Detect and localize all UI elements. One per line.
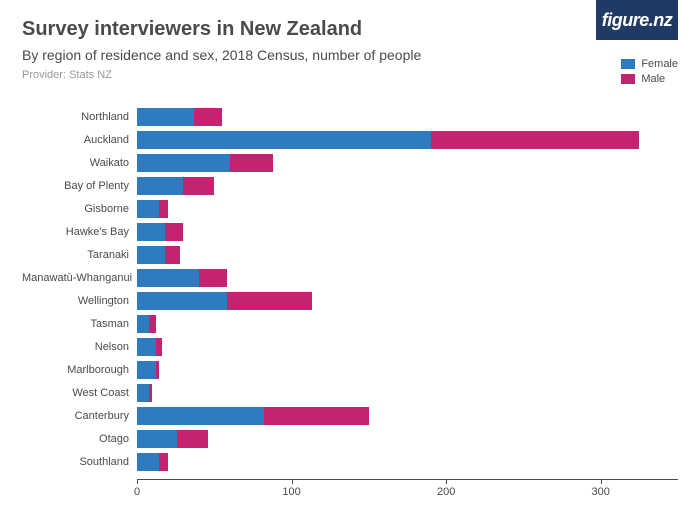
legend-swatch-male [621, 74, 635, 84]
category-label: Waikato [22, 157, 137, 169]
category-label: Auckland [22, 134, 137, 146]
bar-row: Auckland [137, 131, 678, 149]
bar-row: Gisborne [137, 200, 678, 218]
bar-row: Otago [137, 430, 678, 448]
bar-segment-female [137, 131, 431, 149]
bar-row: Manawatū-Whanganui [137, 269, 678, 287]
bar-segment-male [149, 315, 155, 333]
legend-label-female: Female [641, 58, 678, 70]
bar-row: Northland [137, 108, 678, 126]
legend-label-male: Male [641, 73, 665, 85]
bar-segment-male [165, 246, 180, 264]
bar-segment-female [137, 338, 156, 356]
category-label: Canterbury [22, 410, 137, 422]
x-axis-tick-label: 100 [282, 486, 300, 498]
legend-item-female: Female [621, 58, 678, 70]
bar-row: Southland [137, 453, 678, 471]
bar-segment-female [137, 361, 156, 379]
x-axis-line [137, 479, 678, 480]
category-label: Hawke's Bay [22, 226, 137, 238]
bar-segment-male [183, 177, 214, 195]
category-label: Bay of Plenty [22, 180, 137, 192]
x-axis-tick [446, 479, 447, 484]
bar-segment-male [149, 384, 152, 402]
category-label: Wellington [22, 295, 137, 307]
bar-row: West Coast [137, 384, 678, 402]
bars-container: Northland Auckland Waikato Bay of Plenty Gis… [137, 108, 678, 479]
bar-segment-male [230, 154, 273, 172]
category-label: Manawatū-Whanganui [22, 272, 137, 284]
x-axis-tick-label: 0 [134, 486, 140, 498]
x-axis-tick-label: 300 [592, 486, 610, 498]
bar-segment-male [199, 269, 227, 287]
bar-segment-female [137, 154, 230, 172]
chart-subtitle: By region of residence and sex, 2018 Cen… [22, 47, 678, 63]
bar-segment-female [137, 384, 149, 402]
bar-segment-male [159, 453, 168, 471]
x-axis-tick [601, 479, 602, 484]
bar-segment-female [137, 108, 194, 126]
category-label: Taranaki [22, 249, 137, 261]
bar-segment-male [165, 223, 184, 241]
bar-segment-female [137, 292, 227, 310]
bar-segment-male [156, 361, 159, 379]
bar-row: Nelson [137, 338, 678, 356]
x-axis-tick-label: 200 [437, 486, 455, 498]
bar-segment-male [264, 407, 369, 425]
bar-segment-female [137, 430, 177, 448]
category-label: Northland [22, 111, 137, 123]
bar-row: Hawke's Bay [137, 223, 678, 241]
legend-item-male: Male [621, 73, 678, 85]
category-label: Tasman [22, 318, 137, 330]
category-label: Southland [22, 456, 137, 468]
bar-row: Tasman [137, 315, 678, 333]
bar-segment-female [137, 246, 165, 264]
chart-area: NorthlandAucklandWaikatoBay of PlentyGis… [22, 108, 678, 503]
bar-segment-male [227, 292, 312, 310]
category-label: Marlborough [22, 364, 137, 376]
bar-segment-female [137, 453, 159, 471]
category-label: Gisborne [22, 203, 137, 215]
bar-segment-female [137, 177, 183, 195]
bar-row: Canterbury [137, 407, 678, 425]
category-label: Nelson [22, 341, 137, 353]
x-axis-tick [137, 479, 138, 484]
bar-segment-male [156, 338, 162, 356]
bar-row: Bay of Plenty [137, 177, 678, 195]
bar-segment-male [177, 430, 208, 448]
bar-segment-female [137, 223, 165, 241]
bar-row: Waikato [137, 154, 678, 172]
provider-text: Provider: Stats NZ [22, 69, 678, 81]
bar-segment-female [137, 269, 199, 287]
bar-row: Taranaki [137, 246, 678, 264]
bar-segment-female [137, 315, 149, 333]
x-axis: 0 100 200 300 [137, 479, 678, 503]
legend-swatch-female [621, 59, 635, 69]
x-axis-tick [292, 479, 293, 484]
bar-row: Marlborough [137, 361, 678, 379]
bar-segment-female [137, 407, 264, 425]
figure-nz-logo: figure.nz [596, 0, 678, 40]
category-label: Otago [22, 433, 137, 445]
category-label: West Coast [22, 387, 137, 399]
bar-row: Wellington [137, 292, 678, 310]
bar-segment-male [194, 108, 222, 126]
bar-segment-female [137, 200, 159, 218]
chart-header: Survey interviewers in New Zealand By re… [0, 0, 700, 81]
chart-legend: Female Male [621, 58, 678, 88]
bar-segment-male [159, 200, 168, 218]
bar-segment-male [431, 131, 640, 149]
chart-title: Survey interviewers in New Zealand [22, 18, 678, 41]
